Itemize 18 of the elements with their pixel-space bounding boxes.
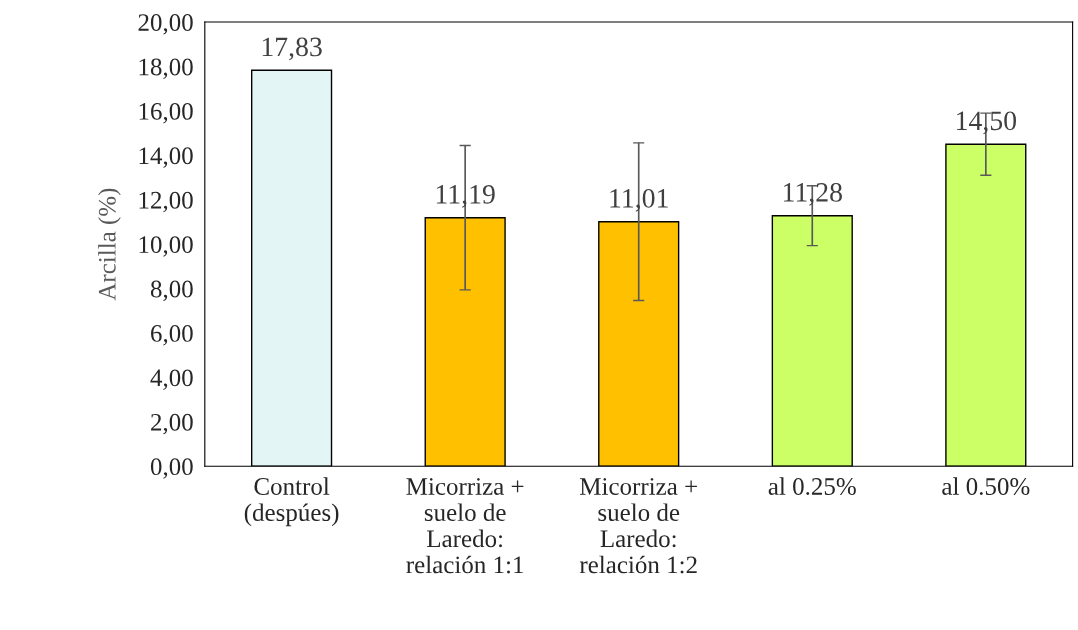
y-tick-label: 6,00	[151, 325, 193, 346]
y-tick-label: 12,00	[139, 191, 193, 213]
y-tick-label: 2,00	[151, 413, 193, 435]
x-tick-label: al 0.50%	[942, 477, 1030, 496]
y-tick-label: 16,00	[139, 102, 193, 124]
x-tick-label: Micorriza + suelo de Laredo: relación 1:2	[579, 478, 697, 574]
y-tick-label: 18,00	[139, 58, 193, 79]
data-label: 17,83	[262, 37, 322, 61]
y-tick-label: 10,00	[139, 236, 193, 257]
y-tick-label: 14,00	[139, 147, 193, 168]
y-tick-label: 8,00	[150, 280, 193, 302]
y-tick-label: 0,00	[150, 458, 193, 479]
x-tick-label: Control (despúes)	[244, 477, 339, 527]
y-axis-title: Arcilla (%)	[98, 188, 121, 301]
x-tick-label: al 0.25%	[768, 477, 856, 496]
x-tick-label: Micorriza + suelo de Laredo: relación 1:1	[406, 478, 524, 574]
y-tick-label: 20,00	[138, 14, 193, 35]
y-tick-label: 4,00	[150, 369, 193, 390]
